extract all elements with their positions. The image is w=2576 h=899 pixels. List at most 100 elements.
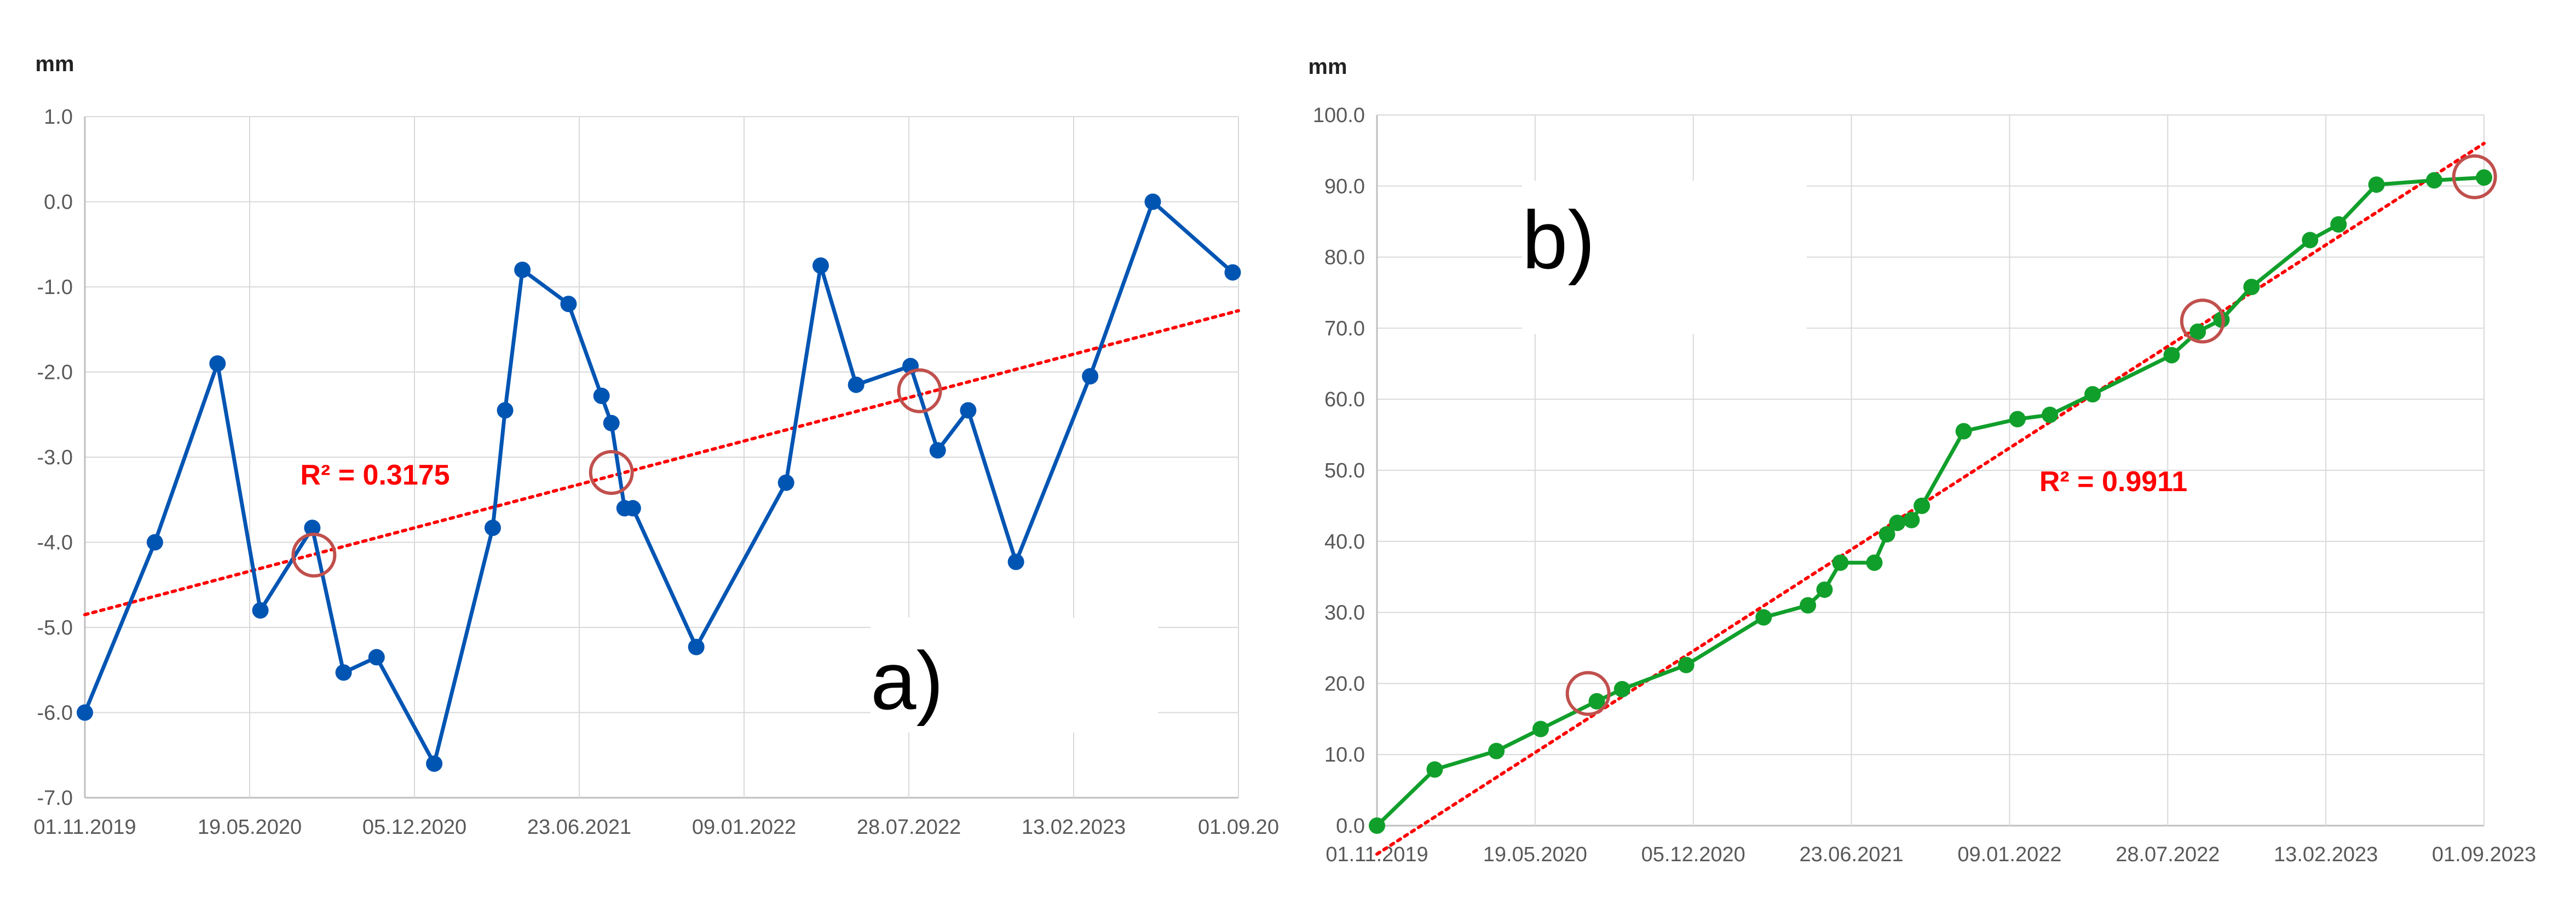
x-tick-label: 13.02.2023 [2274,843,2378,866]
data-point [1369,817,1385,834]
x-tick-label: 28.07.2022 [2116,843,2220,866]
data-point [960,402,977,419]
data-point [497,402,514,419]
trendline [83,309,1240,616]
y-tick-label: -4.0 [37,532,73,555]
x-tick-label: 01.09.2023 [2432,843,2536,866]
x-tick-label: 05.12.2020 [1641,843,1745,866]
y-tick-label: 10.0 [1324,744,1365,767]
data-point [560,296,577,313]
y-tick-label: 90.0 [1324,175,1365,198]
data-point [252,602,269,619]
data-point [77,704,93,721]
data-point [1488,742,1505,759]
highlight-circle [2180,298,2225,344]
data-point [2330,216,2347,233]
panel-label: a) [871,635,943,727]
x-tick-label: 01.11.2019 [33,816,136,839]
data-point [2368,176,2385,193]
data-point [848,376,865,393]
data-point [1914,497,1930,514]
y-axis-label: mm [35,52,74,76]
data-point [484,520,501,537]
y-tick-label: 1.0 [44,106,73,129]
data-point [2302,232,2319,249]
y-tick-label: 20.0 [1324,672,1365,695]
x-tick-label: 23.06.2021 [1799,843,1903,866]
data-point [146,534,163,551]
x-tick-label: 09.01.2022 [692,816,796,839]
data-point [1082,368,1099,385]
highlight-circle [1565,671,1611,716]
data-point [1816,581,1833,598]
data-point [1800,597,1817,614]
data-point [603,414,620,431]
x-tick-label: 19.05.2020 [198,816,302,839]
y-tick-label: 60.0 [1324,388,1365,411]
x-tick-label: 19.05.2020 [1483,843,1587,866]
data-point [368,649,385,666]
data-point [2084,386,2101,403]
data-point [777,474,794,491]
data-point [2426,172,2443,189]
data-point [1678,656,1695,673]
data-point [1224,264,1241,281]
data-point [426,755,443,772]
panel-label-backdrop [871,618,1158,733]
data-point [335,664,352,681]
data-point [593,388,610,405]
data-point [1144,193,1161,210]
data-point [1588,693,1605,710]
data-point [2476,169,2492,186]
y-tick-label: -6.0 [37,702,73,725]
highlight-circle [897,368,942,413]
y-tick-label: -5.0 [37,616,73,639]
data-point [2009,411,2026,428]
y-tick-label: 50.0 [1324,459,1365,482]
x-tick-label: 28.07.2022 [857,816,961,839]
data-point [304,520,321,537]
y-tick-label: 100.0 [1313,104,1365,127]
data-point [2189,323,2206,340]
data-point [514,261,531,278]
data-point [209,355,226,372]
data-point [2163,347,2180,364]
data-point [688,638,705,655]
highlight-circle [589,449,634,495]
x-tick-label: 23.06.2021 [527,816,631,839]
y-tick-label: 70.0 [1324,317,1365,340]
data-point [1903,511,1920,528]
y-tick-label: -3.0 [37,446,73,469]
x-tick-label: 05.12.2020 [362,816,466,839]
y-tick-label: -7.0 [37,787,73,810]
y-tick-label: -1.0 [37,276,73,299]
data-point [1532,721,1549,737]
data-point [1613,681,1630,698]
x-tick-label: 13.02.2023 [1022,816,1126,839]
data-point [2042,406,2059,423]
data-point [812,257,829,274]
y-tick-label: 0.0 [44,191,73,214]
y-tick-label: -2.0 [37,361,73,384]
y-tick-label: 30.0 [1324,602,1365,625]
highlight-circle [2452,154,2497,199]
y-tick-label: 0.0 [1336,815,1365,838]
panel-label: b) [1522,194,1595,286]
x-tick-label: 01.09.20 [1198,816,1279,839]
y-tick-label: 80.0 [1324,246,1365,269]
panel-label-backdrop [1522,181,1807,334]
r-squared-label: R² = 0.3175 [300,459,449,491]
trendline [1375,141,2486,856]
data-point [929,442,946,459]
data-point [1889,515,1906,532]
y-axis-label: mm [1308,55,1347,79]
data-point [1955,423,1972,440]
chart-panel-a: -7.0 -6.0 -5.0 -4.0 -3.0 -2.0 -1.0 0.0 1.0 01.11.… [33,52,1279,839]
r-squared-label: R² = 0.9911 [2039,466,2187,498]
data-point [1832,554,1849,571]
data-point [1866,554,1883,571]
highlight-circle [291,532,337,578]
y-tick-label: 40.0 [1324,531,1365,554]
data-point [1755,609,1772,626]
